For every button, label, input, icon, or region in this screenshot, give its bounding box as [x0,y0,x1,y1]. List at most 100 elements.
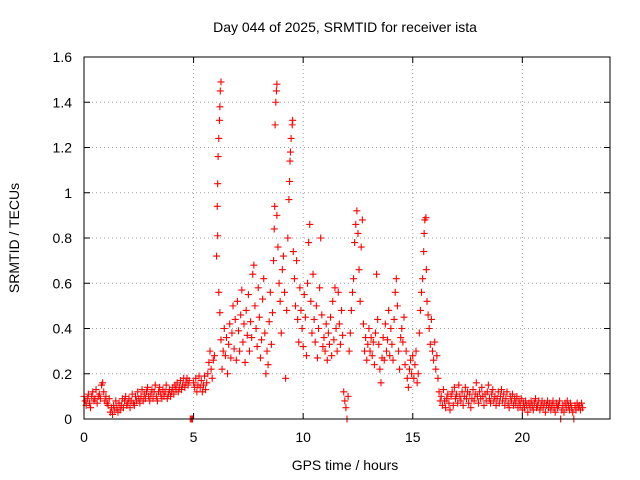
data-point [469,386,477,394]
data-point [470,397,478,405]
data-point [197,377,205,385]
data-point [423,297,431,305]
data-point [457,397,465,405]
data-point [450,383,458,391]
data-point [347,306,355,314]
data-point [403,374,411,382]
data-point [249,270,257,278]
data-point [247,318,255,326]
data-point [317,234,325,242]
data-point [287,134,295,142]
data-point [237,311,245,319]
data-point [428,347,436,355]
data-point [302,352,310,360]
data-point [323,356,331,364]
data-point [216,309,224,317]
data-point [430,356,438,364]
data-point [290,275,298,283]
data-point [208,374,216,382]
data-point [224,370,232,378]
data-point [392,275,400,283]
x-axis-label: GPS time / hours [292,457,399,473]
data-point [241,358,249,366]
data-point [517,395,525,403]
data-point [365,325,373,332]
data-point [338,306,346,314]
data-point [425,325,433,332]
data-point [202,386,210,394]
data-point [445,399,453,407]
data-point [357,243,365,251]
data-point [295,338,303,346]
data-point [345,347,353,355]
data-point [87,404,95,412]
data-point [319,343,327,351]
data-point [321,347,329,355]
data-point [130,401,138,409]
data-point [524,408,532,416]
data-point [204,370,212,378]
data-point [286,157,294,165]
data-points [80,78,587,423]
y-axis-label: SRMTID / TECUs [6,183,22,293]
data-point [465,399,473,407]
data-point [250,261,258,269]
data-point [480,401,488,409]
data-point [412,347,420,355]
data-point [435,388,443,396]
data-point [310,315,318,323]
data-point [472,379,480,387]
data-point [513,392,521,400]
data-point [427,315,435,323]
data-point [344,392,352,400]
data-point [252,325,260,332]
data-point [560,408,568,416]
data-point [283,306,291,314]
data-point [442,404,450,412]
data-point [278,266,286,274]
data-point [221,352,229,360]
data-point [419,275,427,283]
data-point [381,320,389,328]
data-point [359,320,367,328]
data-point [305,239,313,247]
data-point [83,395,91,403]
data-point [214,232,222,240]
data-point [218,365,226,373]
data-point [170,390,178,398]
data-point [579,404,587,412]
data-point [229,302,237,310]
y-tick-label: 0.4 [53,321,73,337]
data-point [439,386,447,394]
data-point [138,386,146,394]
data-point [226,320,234,328]
data-point [289,116,297,124]
data-point [265,318,273,326]
data-point [498,386,506,394]
data-point [364,340,372,348]
data-point [355,266,363,274]
data-point [318,311,326,319]
y-tick-label: 1 [64,185,72,201]
data-point [400,313,408,321]
data-point [431,338,439,346]
data-point [356,297,364,305]
data-point [220,325,228,332]
data-point [434,374,442,382]
data-point [253,343,261,351]
data-point [142,388,150,396]
data-point [242,306,250,314]
data-point [476,388,484,396]
data-point [390,315,398,323]
y-tick-label: 1.4 [53,94,73,110]
data-point [354,229,362,237]
data-point [311,338,319,346]
data-point [371,329,379,337]
data-point [244,291,252,299]
data-point [153,397,161,405]
data-point [389,356,397,364]
data-point [432,365,440,373]
data-point [272,87,280,95]
data-point [273,211,281,219]
data-point [236,347,244,355]
